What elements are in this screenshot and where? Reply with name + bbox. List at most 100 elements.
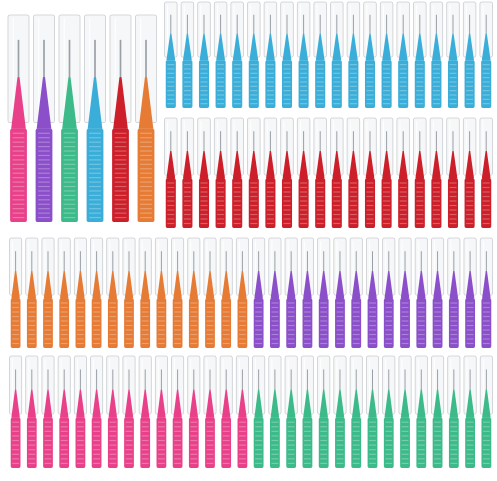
brush bbox=[84, 14, 106, 222]
brush bbox=[447, 237, 461, 348]
brush-handle bbox=[481, 178, 492, 228]
brush bbox=[73, 355, 87, 468]
brush bbox=[280, 1, 294, 108]
brush-handle bbox=[348, 60, 359, 108]
brush bbox=[154, 355, 168, 468]
brush-neck bbox=[216, 33, 226, 61]
brush-neck bbox=[238, 271, 247, 299]
brush-handle bbox=[221, 298, 232, 348]
brush-neck bbox=[249, 33, 259, 61]
brush bbox=[25, 355, 39, 468]
brush bbox=[230, 1, 244, 108]
brush-neck bbox=[481, 151, 491, 179]
brush bbox=[247, 117, 261, 228]
brush-neck bbox=[92, 389, 101, 418]
brush-handle bbox=[10, 128, 27, 222]
brush-handle bbox=[265, 60, 276, 108]
brush-handle bbox=[265, 178, 276, 228]
brush-handle bbox=[383, 298, 394, 348]
brush-handle bbox=[481, 417, 492, 468]
brush-neck bbox=[449, 271, 459, 299]
brush-handle bbox=[124, 298, 134, 348]
brush-handle bbox=[215, 178, 226, 228]
brush bbox=[447, 355, 461, 468]
brush bbox=[333, 355, 347, 468]
brush bbox=[462, 117, 477, 228]
brush-handle bbox=[172, 417, 183, 468]
brush-neck bbox=[368, 389, 377, 418]
brush-handle bbox=[269, 417, 280, 468]
brush-handle bbox=[431, 60, 442, 108]
brush-neck bbox=[417, 389, 426, 418]
brush-neck bbox=[465, 271, 475, 299]
brush-handle bbox=[465, 417, 476, 468]
brush-handle bbox=[156, 298, 167, 348]
brush-handle bbox=[335, 417, 345, 468]
brush-handle bbox=[198, 178, 210, 228]
brush-neck bbox=[59, 389, 69, 418]
brush bbox=[219, 355, 233, 468]
brush-neck bbox=[232, 33, 242, 61]
brush bbox=[379, 117, 394, 228]
brush bbox=[235, 355, 249, 468]
brush-handle bbox=[400, 417, 410, 468]
brush bbox=[413, 117, 427, 228]
brush-handle bbox=[269, 298, 280, 348]
brush-neck bbox=[465, 389, 475, 418]
brush-neck bbox=[303, 389, 312, 418]
brush bbox=[41, 237, 55, 348]
brush bbox=[164, 117, 178, 228]
brush-handle bbox=[59, 417, 70, 468]
brush bbox=[180, 117, 195, 228]
brush-handle bbox=[331, 60, 342, 108]
brush-handle bbox=[464, 178, 475, 228]
brush-handle bbox=[331, 178, 342, 228]
brush-handle bbox=[416, 417, 427, 468]
brush-handle bbox=[26, 298, 37, 348]
brush bbox=[247, 1, 261, 108]
brush-handle bbox=[281, 60, 293, 108]
brush-neck bbox=[286, 389, 296, 418]
brush-neck bbox=[365, 33, 375, 61]
brush-handle bbox=[381, 178, 392, 228]
brush-handle bbox=[335, 298, 345, 348]
brush-handle bbox=[35, 128, 53, 222]
brush-neck bbox=[335, 389, 345, 418]
brush bbox=[296, 117, 311, 228]
brush-neck bbox=[384, 389, 394, 418]
brush-handle bbox=[398, 178, 409, 228]
brush-handle bbox=[26, 417, 37, 468]
brush-neck bbox=[282, 33, 292, 61]
brush-handle bbox=[237, 417, 248, 468]
brush-handle bbox=[43, 417, 53, 468]
brush bbox=[300, 355, 314, 468]
brush-handle bbox=[448, 298, 459, 348]
brush-handle bbox=[43, 298, 53, 348]
brush-neck bbox=[482, 271, 491, 299]
brush-handle bbox=[205, 417, 215, 468]
brush bbox=[429, 1, 444, 108]
brush bbox=[463, 237, 477, 348]
brush bbox=[463, 355, 477, 468]
brush bbox=[462, 1, 477, 108]
brush bbox=[154, 237, 168, 348]
brush-neck bbox=[482, 389, 491, 418]
brush bbox=[25, 237, 39, 348]
brush bbox=[382, 355, 396, 468]
brush-handle bbox=[315, 60, 326, 108]
brush-handle bbox=[318, 417, 329, 468]
brush bbox=[57, 355, 71, 468]
brush bbox=[317, 355, 331, 468]
brush bbox=[138, 355, 152, 468]
brush bbox=[479, 237, 493, 348]
brush bbox=[346, 1, 361, 108]
brush bbox=[138, 237, 152, 348]
brush bbox=[363, 1, 377, 108]
brush-neck bbox=[238, 389, 247, 418]
brush-neck bbox=[113, 77, 128, 129]
brush-handle bbox=[465, 298, 476, 348]
brush-handle bbox=[188, 417, 199, 468]
brush-handle bbox=[198, 60, 210, 108]
brush-handle bbox=[165, 178, 176, 228]
brush-handle bbox=[91, 298, 102, 348]
